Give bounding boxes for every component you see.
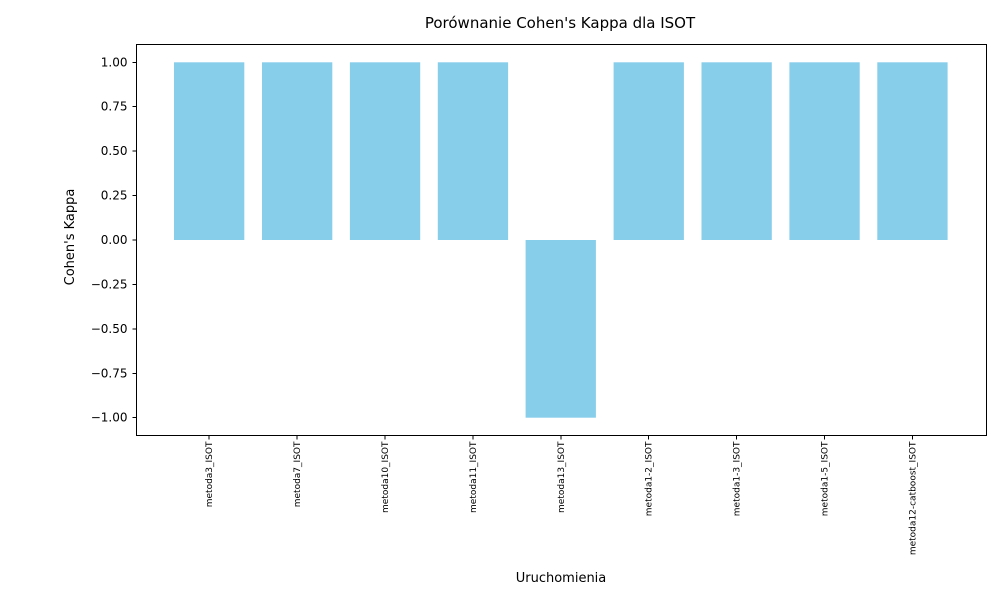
bar-metoda1-3_ISOT (701, 62, 772, 240)
y-tick-label: 1.00 (101, 55, 128, 69)
x-tick-label: metoda11_ISOT (469, 441, 479, 513)
chart-title: Porównanie Cohen's Kappa dla ISOT (425, 14, 696, 32)
x-axis-ticks: metoda3_ISOT metoda7_ISOT metoda10_ISOT met… (205, 435, 918, 555)
x-tick-label: metoda12-catboost_ISOT (908, 441, 918, 555)
y-axis-ticks: 1.00 0.75 0.50 0.25 0.00 −0.25 −0.50 −0.75 −1.00 (91, 55, 137, 425)
x-tick-label: metoda1-5_ISOT (821, 441, 831, 516)
x-tick-label: metoda13_ISOT (557, 441, 567, 513)
plot-frame (136, 44, 987, 436)
bar-metoda1-2_ISOT (613, 62, 684, 240)
y-tick-label: −1.00 (91, 411, 128, 425)
x-tick-label: metoda1-3_ISOT (733, 441, 743, 516)
bar-metoda7_ISOT (262, 62, 333, 240)
x-axis-label: Uruchomienia (516, 571, 607, 586)
y-tick-label: 0.25 (101, 189, 128, 203)
bar-metoda3_ISOT (174, 62, 245, 240)
y-tick-label: −0.75 (91, 366, 128, 380)
x-tick-label: metoda10_ISOT (381, 441, 391, 513)
y-tick-label: 0.75 (101, 100, 128, 114)
bar-metoda11_ISOT (437, 62, 509, 240)
bar-metoda1-5_ISOT (789, 62, 860, 240)
x-tick-label: metoda3_ISOT (205, 441, 215, 507)
y-tick-label: 0.50 (101, 144, 128, 158)
x-tick-label: metoda7_ISOT (293, 441, 303, 507)
y-tick-label: 0.00 (101, 233, 128, 247)
bar-metoda13_ISOT (525, 240, 596, 418)
bar-metoda10_ISOT (349, 62, 421, 240)
y-tick-label: −0.50 (91, 322, 128, 336)
bar-metoda12-catboost_ISOT (877, 62, 948, 240)
y-axis-label: Cohen's Kappa (63, 189, 78, 286)
y-tick-label: −0.25 (91, 277, 128, 291)
bars-group (174, 62, 948, 418)
x-tick-label: metoda1-2_ISOT (645, 441, 655, 516)
